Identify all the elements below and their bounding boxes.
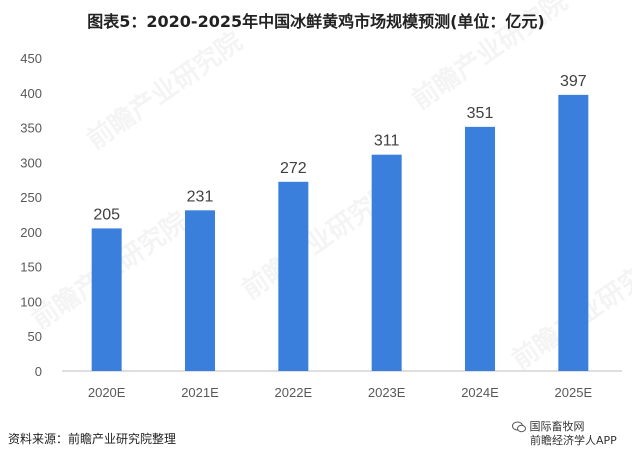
x-tick-label: 2024E xyxy=(461,385,499,400)
x-tick-label: 2023E xyxy=(368,385,406,400)
y-tick-label: 250 xyxy=(20,190,42,205)
source-note: 资料来源：前瞻产业研究院整理 xyxy=(8,432,177,446)
chart-title: 图表5：2020-2025年中国冰鲜黄鸡市场规模预测(单位：亿元) xyxy=(87,12,545,31)
data-label-2024E: 351 xyxy=(467,105,494,122)
app-name: 前瞻经济学人APP xyxy=(530,434,617,447)
bar-2025E xyxy=(558,94,589,371)
y-tick-label: 200 xyxy=(20,225,42,240)
data-labels: 205 231 272 311 351 397 xyxy=(93,73,586,224)
wechat-icon xyxy=(512,421,526,433)
y-tick-label: 150 xyxy=(20,260,42,275)
bar-2022E xyxy=(278,181,309,371)
data-label-2022E: 272 xyxy=(280,160,307,177)
x-axis: 2020E 2021E 2022E 2023E 2024E 2025E xyxy=(88,385,593,400)
x-tick-label: 2025E xyxy=(555,385,593,400)
watermark-text: 前瞻产业研究院 xyxy=(81,26,248,156)
watermark-text: 前瞻产业研究院 xyxy=(406,0,573,116)
y-tick-label: 300 xyxy=(20,155,42,170)
y-tick-label: 0 xyxy=(35,364,42,379)
bar-2021E xyxy=(185,210,215,371)
y-tick-label: 450 xyxy=(20,51,42,66)
y-tick-label: 50 xyxy=(28,329,42,344)
data-label-2020E: 205 xyxy=(93,206,120,223)
x-tick-label: 2022E xyxy=(275,385,313,400)
y-tick-label: 400 xyxy=(20,86,42,101)
data-label-2025E: 397 xyxy=(560,73,587,90)
x-tick-label: 2021E xyxy=(181,385,219,400)
bar-2020E xyxy=(91,228,122,371)
data-label-2023E: 311 xyxy=(374,133,400,150)
bars xyxy=(91,94,589,371)
data-label-2021E: 231 xyxy=(187,188,214,205)
y-tick-label: 350 xyxy=(20,121,42,136)
bar-2024E xyxy=(465,126,495,371)
wechat-badge: 国际畜牧网 前瞻经济学人APP xyxy=(512,420,617,448)
x-tick-label: 2020E xyxy=(88,385,126,400)
wechat-account-name: 国际畜牧网 xyxy=(529,420,585,433)
y-axis: 0 50 100 150 200 250 300 350 400 450 xyxy=(20,51,42,379)
y-tick-label: 100 xyxy=(20,294,42,309)
bar-2023E xyxy=(371,154,402,371)
